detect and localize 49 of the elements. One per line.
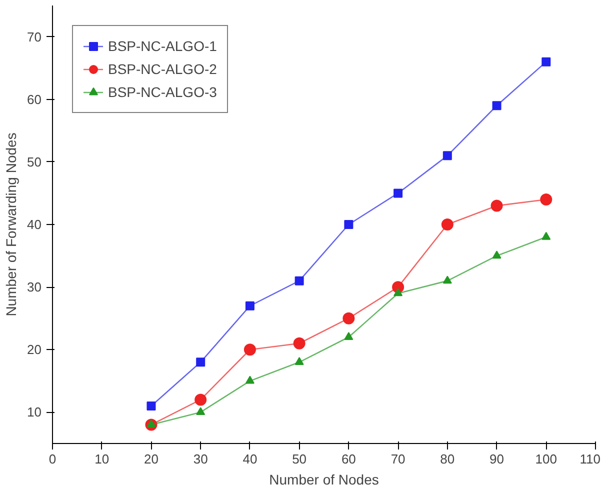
x-tick-label: 60 — [341, 452, 356, 466]
point — [146, 401, 156, 410]
x-axis-title: Number of Nodes — [269, 472, 379, 488]
x-tick-label: 0 — [48, 452, 56, 466]
point — [394, 288, 403, 296]
point — [490, 200, 503, 212]
x-tick-label: 40 — [242, 452, 258, 466]
point — [492, 250, 502, 259]
point — [342, 312, 355, 324]
x-tick-label: 90 — [490, 452, 504, 466]
x-tick-label: 80 — [440, 452, 455, 466]
y-axis-title: Number of Forwarding Nodes — [3, 132, 20, 316]
y-tick-label: 10 — [27, 404, 42, 420]
y-tick-label: 20 — [27, 342, 42, 358]
point — [542, 57, 551, 66]
point — [196, 407, 206, 416]
point — [344, 332, 354, 340]
point — [492, 101, 502, 110]
point — [294, 357, 304, 365]
x-tick-label: 30 — [193, 452, 208, 466]
point — [540, 193, 552, 206]
point — [442, 151, 452, 160]
x-tick-label: 10 — [94, 452, 110, 466]
legend-label: BSP-NC-ALGO-1 — [108, 38, 217, 54]
x-tick-label: 100 — [535, 452, 557, 466]
point — [245, 301, 254, 310]
y-tick-label: 30 — [27, 280, 42, 295]
point — [344, 220, 354, 229]
point — [294, 276, 304, 286]
point — [394, 188, 403, 198]
x-tick-label: 50 — [292, 452, 307, 466]
point — [245, 376, 254, 384]
y-tick-label: 60 — [27, 92, 42, 107]
point — [293, 337, 306, 350]
point — [542, 232, 551, 240]
y-tick-label: 40 — [27, 217, 42, 232]
x-tick-label: 70 — [390, 452, 406, 466]
y-tick-label: 70 — [27, 29, 42, 44]
x-tick-label: 110 — [580, 452, 601, 466]
x-tick-label: 20 — [144, 452, 158, 466]
point — [442, 276, 452, 284]
point — [441, 218, 454, 230]
point — [244, 344, 256, 356]
point — [196, 358, 206, 367]
y-tick-label: 50 — [27, 154, 42, 170]
point — [146, 420, 156, 428]
legend-label: BSP-NC-ALGO-2 — [108, 61, 217, 77]
point — [194, 394, 207, 406]
legend-label: BSP-NC-ALGO-3 — [108, 84, 217, 100]
